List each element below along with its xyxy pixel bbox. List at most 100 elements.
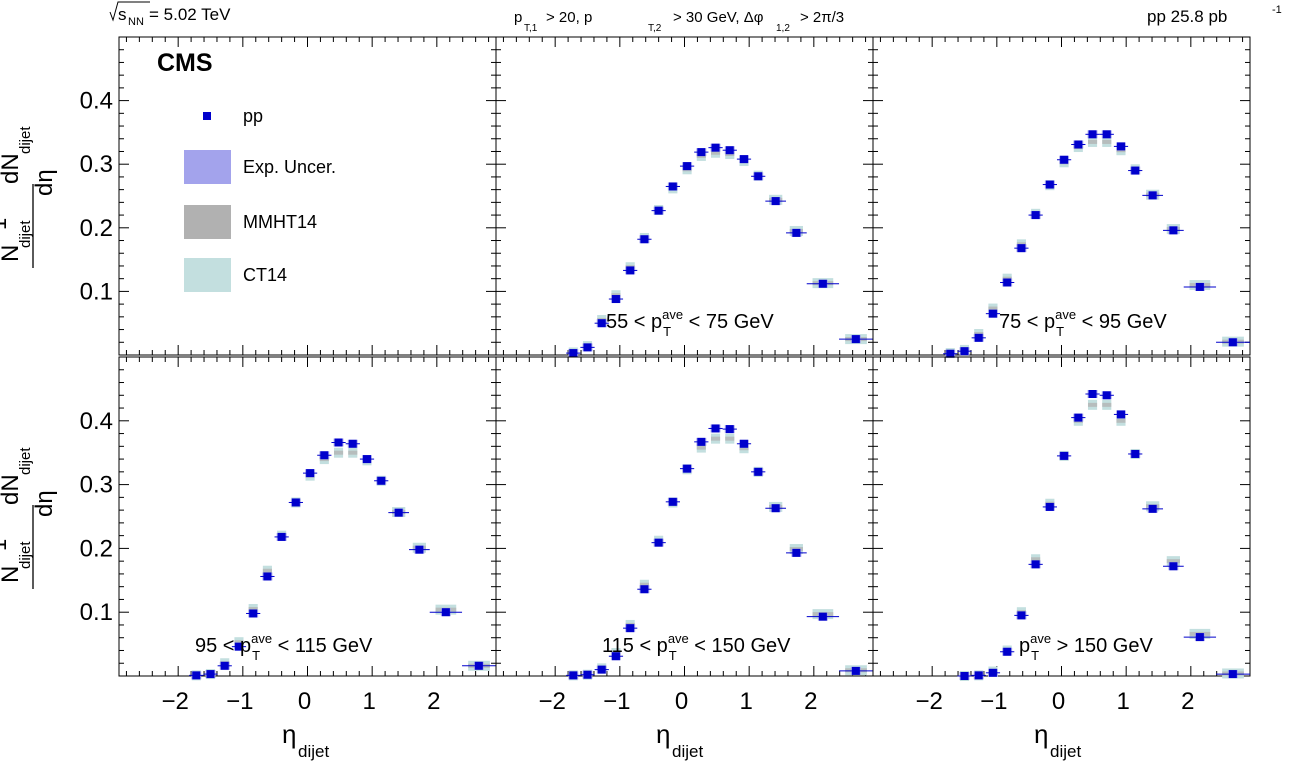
energy-label: = 5.02 TeV — [149, 5, 231, 24]
mmht14-band — [710, 436, 721, 441]
panel-frame — [118, 36, 497, 356]
x-tick-label: 2 — [427, 688, 440, 715]
data-point — [249, 609, 258, 618]
data-point — [711, 143, 720, 152]
data-point — [754, 467, 763, 476]
panel-1: 55 < pave T < 75 GeV — [495, 36, 874, 358]
lumi-sup: -1 — [1272, 4, 1282, 16]
legend-marker — [203, 112, 211, 120]
data-point — [1045, 180, 1054, 189]
legend-label: Exp. Uncer. — [243, 157, 336, 177]
mmht14-band — [696, 445, 706, 450]
data-point — [654, 538, 663, 547]
data-point — [1228, 670, 1237, 679]
y-axis-title: 1NdijetdNdijetdη — [0, 447, 58, 589]
y-tick-label: 0.3 — [80, 151, 113, 178]
x-tick-label: 2 — [804, 688, 817, 715]
y-tick-label: 0.2 — [80, 535, 113, 562]
mmht14-band — [725, 436, 735, 441]
y-title-one: 1 — [0, 539, 11, 551]
x-title-eta: η — [1034, 719, 1048, 749]
data-point — [988, 309, 997, 318]
header-energy: s NN = 5.02 TeV — [109, 1, 231, 28]
panel-2: 75 < pave T < 95 GeV — [872, 36, 1251, 359]
data-point — [1169, 226, 1178, 235]
data-point — [263, 572, 272, 581]
mmht14-band — [348, 450, 358, 455]
legend-label: pp — [243, 106, 263, 126]
data-point — [1074, 140, 1083, 149]
data-point — [220, 661, 229, 670]
x-tick-label: 2 — [1181, 688, 1194, 715]
y-title-dN-sub: dijet — [17, 126, 34, 154]
data-point — [668, 497, 677, 506]
panel-0: 0.1 0.2 0.3 0.4 — [80, 36, 497, 356]
data-point — [640, 235, 649, 244]
data-point — [1195, 633, 1204, 642]
data-point — [640, 585, 649, 594]
data-point — [851, 666, 860, 675]
data-point — [415, 545, 424, 554]
cut-p1-text: > 20, p — [546, 9, 592, 26]
data-point — [1003, 647, 1012, 656]
y-axis-title: 1NdijetdNdijetdη — [0, 126, 58, 268]
panel-label: 55 < pave T < 75 GeV — [606, 307, 774, 339]
mmht14-band — [248, 607, 258, 612]
data-point — [192, 671, 201, 680]
y-tick-label: 0.3 — [80, 472, 113, 499]
x-tick-label: −1 — [980, 688, 1007, 715]
data-point — [739, 155, 748, 164]
data-point — [725, 425, 734, 434]
y-tick-label: 0.4 — [80, 88, 113, 115]
legend-entry: MMHT14 — [184, 205, 317, 239]
y-title-deta: dη — [31, 490, 58, 517]
data-point — [818, 279, 827, 288]
mmht14-band — [1102, 139, 1112, 144]
legend-entry: pp — [203, 106, 263, 126]
data-point — [1195, 282, 1204, 291]
panel-4: −2 −1 0 1 2 115 < pave T < 150 GeV — [495, 356, 874, 715]
data-point — [1169, 562, 1178, 571]
x-title-eta: η — [656, 719, 670, 749]
panel-frame — [872, 356, 1251, 677]
y-tick-label: 0.1 — [80, 599, 113, 626]
data-point — [626, 266, 635, 275]
mmht14-band — [988, 306, 998, 311]
x-tick-label: 0 — [675, 688, 688, 715]
data-point — [792, 228, 801, 237]
data-point — [320, 451, 329, 460]
x-tick-label: −2 — [538, 688, 565, 715]
data-point — [1148, 504, 1157, 513]
data-point — [1017, 611, 1026, 620]
data-point — [206, 670, 215, 679]
data-point — [611, 652, 620, 661]
cut-phi-text: > 2π/3 — [800, 9, 844, 26]
data-point — [1088, 130, 1097, 139]
data-point — [974, 333, 983, 342]
mmht14-band — [1031, 557, 1041, 562]
panel-label: 95 < pave T < 115 GeV — [195, 631, 373, 663]
mmht14-band — [1087, 402, 1098, 407]
y-title-N: N — [0, 566, 24, 583]
panel-5: −2 −1 0 1 2 pave T > 150 GeV — [872, 356, 1251, 715]
data-point — [960, 672, 969, 680]
data-point — [1228, 338, 1237, 347]
data-point — [1060, 155, 1069, 164]
data-point — [583, 343, 592, 352]
x-tick-label: 0 — [1052, 688, 1065, 715]
data-point — [711, 424, 720, 433]
sqrt-s-sub: NN — [128, 16, 144, 28]
x-title-sub: dijet — [672, 742, 703, 761]
data-point — [1017, 244, 1026, 253]
x-tick-label: 1 — [362, 688, 375, 715]
data-point — [1060, 451, 1069, 460]
legend-label: CT14 — [243, 265, 287, 285]
data-point — [683, 162, 692, 171]
data-point — [668, 182, 677, 191]
data-point — [611, 295, 620, 304]
cms-label: CMS — [157, 49, 213, 77]
data-point — [474, 661, 483, 670]
x-tick-label: −2 — [161, 688, 188, 715]
